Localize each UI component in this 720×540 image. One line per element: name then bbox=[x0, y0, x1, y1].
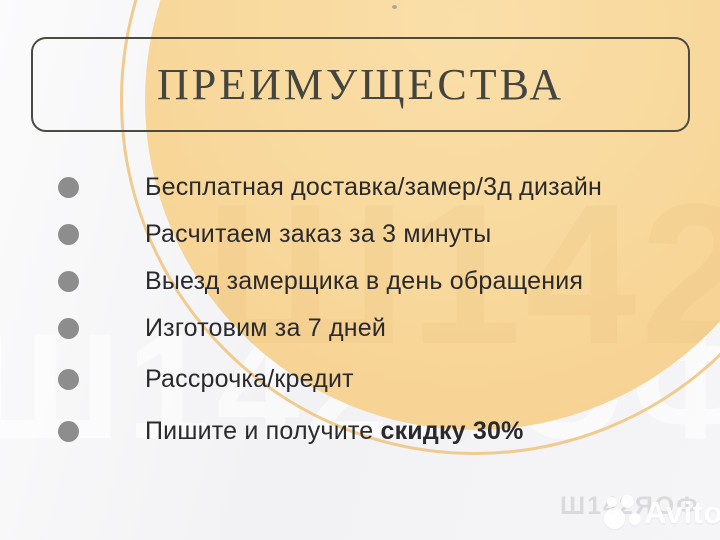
avito-logo-icon bbox=[604, 495, 642, 531]
list-item: Бесплатная доставка/замер/3д дизайн bbox=[58, 168, 602, 206]
title-frame: ПРЕИМУЩЕСТВА bbox=[31, 37, 690, 132]
list-item-text: Изготовим за 7 дней bbox=[145, 313, 387, 342]
bullet-icon bbox=[58, 317, 79, 339]
avito-watermark: Avito bbox=[604, 495, 720, 531]
list-item-text-prefix: Пишите и получите bbox=[145, 416, 381, 445]
list-item-text: Пишите и получите скидку 30% bbox=[145, 417, 524, 446]
discount-highlight: скидку 30% bbox=[380, 416, 524, 445]
yellow-circle-decoration: Ш142ЯОФ bbox=[145, 0, 720, 430]
list-item: Изготовим за 7 дней bbox=[58, 309, 386, 347]
list-item-text: Выезд замерщика в день обращения bbox=[145, 266, 584, 295]
bullet-icon bbox=[58, 420, 79, 442]
bullet-icon bbox=[58, 368, 79, 390]
list-item: Выезд замерщика в день обращения bbox=[58, 262, 583, 300]
page-title: ПРЕИМУЩЕСТВА bbox=[156, 60, 564, 109]
list-item: Рассрочка/кредит bbox=[58, 360, 354, 398]
bullet-icon bbox=[58, 176, 79, 198]
bullet-icon bbox=[58, 270, 79, 292]
bullet-icon bbox=[58, 223, 79, 245]
circle-ghost-watermark-text: Ш142ЯОФ bbox=[205, 163, 720, 386]
list-item-text: Рассрочка/кредит bbox=[145, 364, 354, 393]
list-item-text: Бесплатная доставка/замер/3д дизайн bbox=[145, 172, 603, 201]
list-item-text: Расчитаем заказ за 3 минуты bbox=[145, 219, 492, 248]
avito-watermark-label: Avito bbox=[644, 495, 720, 530]
list-item: Пишите и получите скидку 30% bbox=[58, 412, 524, 450]
list-item: Расчитаем заказ за 3 минуты bbox=[58, 215, 491, 253]
dust-speck bbox=[392, 5, 397, 9]
